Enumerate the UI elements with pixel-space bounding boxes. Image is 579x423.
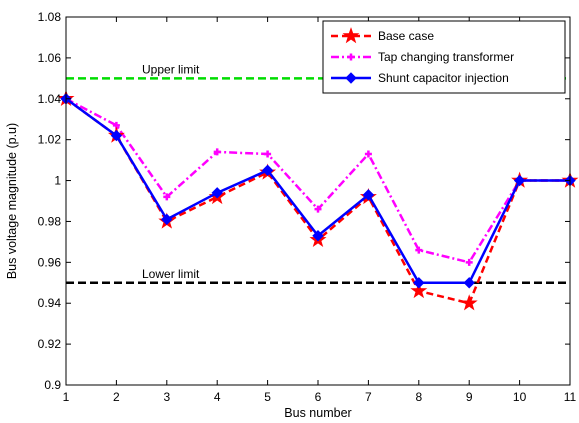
x-tick-label: 9 (466, 390, 473, 404)
y-tick-label: 0.92 (38, 337, 62, 351)
y-tick-label: 1 (54, 174, 61, 188)
data-point (264, 150, 272, 158)
legend-item: Base case (331, 27, 434, 44)
y-tick-label: 0.9 (44, 378, 61, 392)
reference-line-label: Lower limit (142, 267, 200, 281)
y-tick-label: 1.04 (38, 92, 62, 106)
legend-label: Shunt capacitor injection (378, 71, 509, 85)
x-tick-label: 11 (564, 390, 577, 404)
data-point (163, 193, 171, 201)
legend-marker (347, 53, 355, 61)
x-tick-label: 1 (63, 390, 70, 404)
reference-lines: Upper limit Lower limit (66, 62, 570, 285)
data-point (410, 282, 428, 299)
y-axis-label: Bus voltage magnitude (p.u) (5, 123, 19, 279)
legend-item: Tap changing transformer (331, 50, 514, 64)
data-point (413, 277, 425, 289)
y-tick-label: 0.98 (38, 214, 62, 228)
data-point (465, 258, 473, 266)
legend-item: Shunt capacitor injection (331, 71, 509, 85)
x-tick-label: 4 (214, 390, 221, 404)
x-tick-label: 6 (315, 390, 322, 404)
data-point (460, 294, 478, 311)
data-point (415, 246, 423, 254)
x-tick-label: 7 (365, 390, 372, 404)
data-point (314, 205, 322, 213)
legend-marker (342, 27, 360, 44)
legend: Base case Tap changing transformer Shunt c… (322, 20, 566, 94)
x-tick-label: 3 (163, 390, 170, 404)
data-point (513, 174, 526, 187)
y-tick-label: 1.02 (38, 133, 62, 147)
y-tick-label: 0.96 (38, 255, 62, 269)
data-point (261, 164, 274, 177)
y-tick-label: 1.08 (38, 10, 62, 24)
data-point (161, 213, 173, 226)
data-point (211, 187, 223, 199)
data-point (362, 189, 375, 201)
data-point (312, 230, 324, 242)
y-tick-label: 1.06 (38, 51, 62, 65)
legend-box (322, 20, 566, 94)
legend-marker (345, 72, 357, 84)
series-layer (57, 89, 579, 311)
x-axis-label: Bus number (284, 406, 351, 420)
data-point (463, 277, 475, 289)
x-tick-label: 5 (264, 390, 271, 404)
y-tick-label: 0.94 (38, 296, 62, 310)
legend-label: Tap changing transformer (378, 50, 514, 64)
x-tick-label: 10 (513, 390, 527, 404)
data-point (110, 129, 123, 142)
axis-ticks: 1 2 3 4 5 6 7 8 9 10 11 0.9 0.92 0.94 0.96 0.98 1 1.02 1.0… (38, 10, 577, 404)
legend-label: Base case (378, 29, 434, 43)
x-tick-label: 2 (113, 390, 120, 404)
series-shunt-capacitor-injection (60, 93, 576, 289)
x-tick-label: 8 (415, 390, 422, 404)
data-point (364, 150, 372, 158)
data-point (213, 148, 221, 156)
reference-line-label: Upper limit (142, 62, 200, 76)
